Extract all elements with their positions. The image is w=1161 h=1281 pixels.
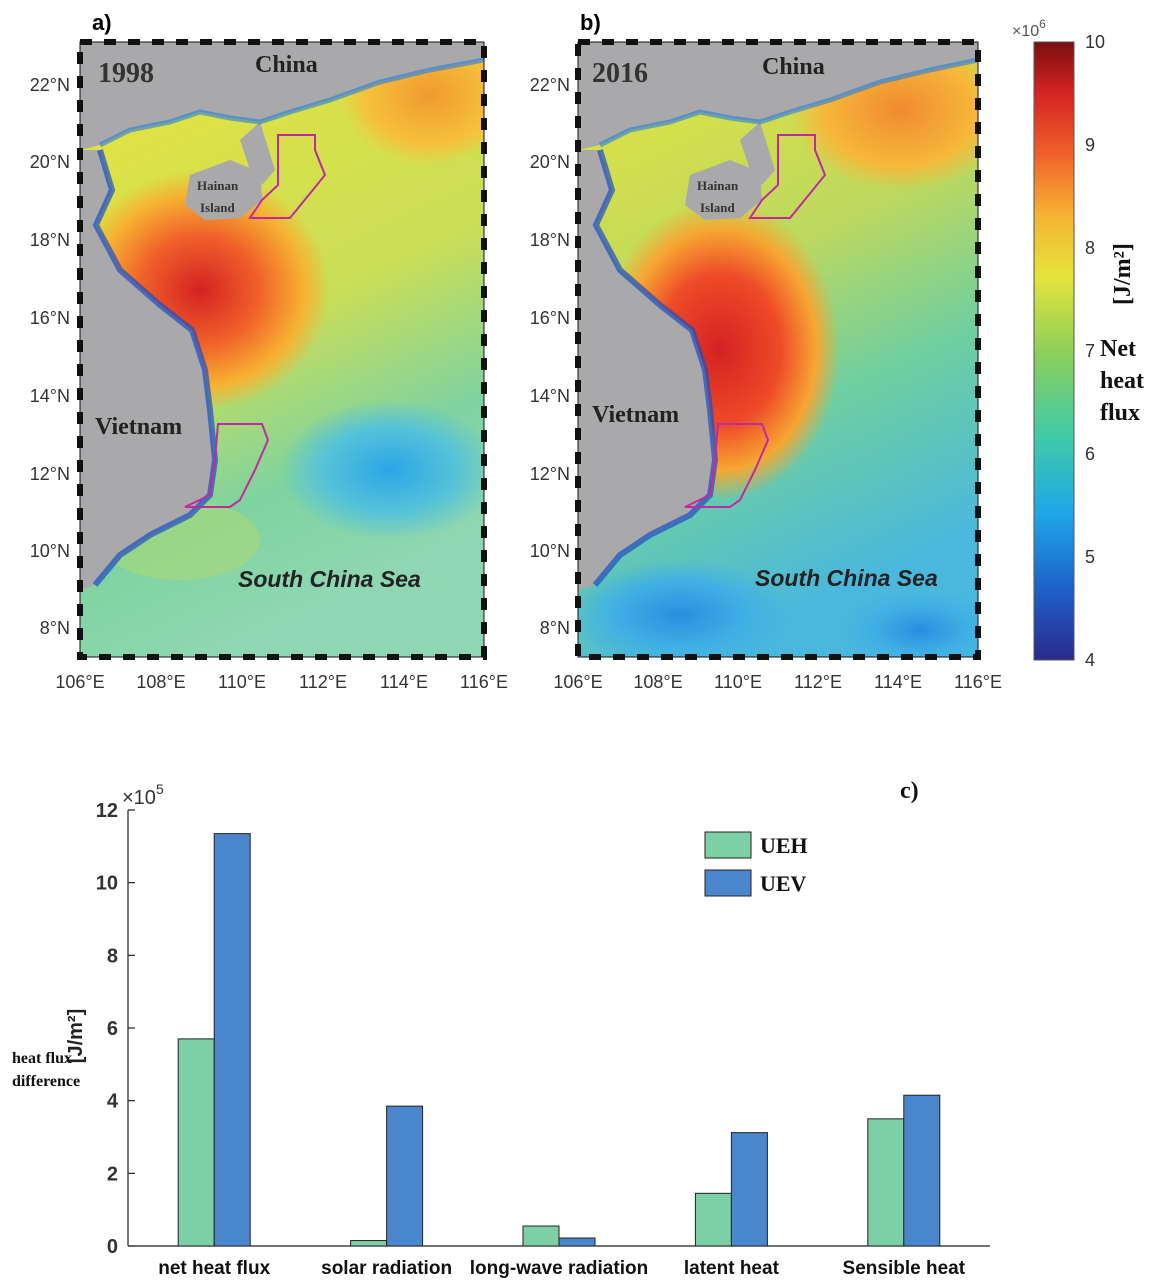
panel-a-year: 1998: [98, 58, 154, 89]
lon-tick: 106°E: [553, 672, 602, 692]
map-panel-b: b) 2016 China Hainan Island Vietnam Sout…: [530, 10, 1002, 692]
colorbar-label-line3: flux: [1100, 400, 1140, 426]
y-tick-label: 8: [107, 945, 118, 967]
panel-a-hainan-line2: Island: [200, 200, 235, 215]
panel-a-hainan-line1: Hainan: [197, 178, 239, 193]
colorbar-tick: 10: [1085, 32, 1105, 52]
y-tick-label: 10: [96, 873, 118, 895]
legend-label-ueh: UEH: [760, 833, 808, 858]
y-tick-label: 0: [107, 1236, 118, 1258]
y-tick-label: 2: [107, 1163, 118, 1185]
bar-ueh-4: [867, 1118, 905, 1247]
lon-tick: 108°E: [633, 672, 682, 692]
colorbar-unit: [J/m²]: [1110, 243, 1136, 305]
lat-tick: 14°N: [530, 386, 570, 406]
colorbar-ticks: 10 9 8 7 6 5 4: [1085, 32, 1105, 670]
bar-chart-c: ×105 c) [J/m²] heat flux difference 0 2 4 6…: [12, 778, 990, 1279]
lon-tick: 112°E: [299, 672, 347, 692]
colorbar-tick: 5: [1085, 547, 1095, 567]
y-tick-label: 4: [107, 1091, 119, 1113]
y-axis-unit: [J/m²]: [65, 1009, 87, 1063]
panel-a-vietnam-label: Vietnam: [95, 414, 182, 440]
lat-tick: 8°N: [40, 618, 70, 638]
panel-b-year: 2016: [592, 58, 648, 89]
legend-swatch-uev: [704, 869, 752, 897]
lat-tick: 22°N: [530, 75, 570, 95]
lat-tick: 20°N: [530, 152, 570, 172]
panel-a-china-label: China: [255, 52, 318, 78]
panel-a-sea-label: South China Sea: [238, 566, 421, 592]
panel-b-china-label: China: [762, 54, 825, 80]
panel-b-hainan-line1: Hainan: [697, 178, 739, 193]
lat-tick: 8°N: [540, 618, 570, 638]
lon-tick: 114°E: [874, 672, 922, 692]
lon-tick: 110°E: [218, 672, 266, 692]
colorbar-gradient: [1033, 41, 1075, 661]
lon-tick: 112°E: [794, 672, 842, 692]
lat-tick: 10°N: [30, 541, 70, 561]
x-category-label: net heat flux: [158, 1258, 270, 1279]
panel-b-lat-axis: 22°N 20°N 18°N 16°N 14°N 12°N 10°N 8°N: [530, 75, 570, 638]
x-category-label: latent heat: [684, 1258, 780, 1279]
lat-tick: 20°N: [30, 152, 70, 172]
panel-b-label: b): [580, 10, 601, 35]
bar-ueh-1: [350, 1240, 388, 1247]
legend-swatch-ueh: [704, 831, 752, 859]
colorbar-label-line2: heat: [1100, 368, 1144, 394]
lat-tick: 22°N: [30, 75, 70, 95]
bar-ueh-2: [522, 1225, 560, 1247]
lat-tick: 12°N: [530, 464, 570, 484]
panel-a-lon-axis: 106°E 108°E 110°E 112°E 114°E 116°E: [55, 672, 508, 692]
lat-tick: 18°N: [30, 230, 70, 250]
colorbar-tick: 8: [1085, 238, 1095, 258]
bar-uev-3: [730, 1132, 768, 1247]
colorbar-tick: 6: [1085, 444, 1095, 464]
bar-uev-4: [903, 1094, 941, 1247]
lat-tick: 16°N: [30, 308, 70, 328]
lon-tick: 114°E: [380, 672, 428, 692]
y-axis-label-line2: difference: [12, 1073, 80, 1090]
x-category-label: long-wave radiation: [470, 1258, 648, 1279]
chart-multiplier: ×105: [122, 781, 164, 809]
panel-b-lon-axis: 106°E 108°E 110°E 112°E 114°E 116°E: [553, 672, 1002, 692]
panel-b-hainan-line2: Island: [700, 200, 735, 215]
legend-label-uev: UEV: [760, 871, 807, 896]
colorbar-label-line1: Net: [1100, 336, 1136, 362]
lon-tick: 106°E: [55, 672, 104, 692]
x-category-label: Sensible heat: [843, 1258, 966, 1279]
panel-a-lat-axis: 22°N 20°N 18°N 16°N 14°N 12°N 10°N 8°N: [30, 75, 70, 638]
lat-tick: 10°N: [530, 541, 570, 561]
colorbar-tick: 4: [1085, 650, 1095, 670]
colorbar-tick: 9: [1085, 135, 1095, 155]
bar-uev-0: [213, 833, 251, 1247]
bar-uev-1: [386, 1105, 424, 1247]
x-category-label: solar radiation: [321, 1258, 452, 1279]
bar-ueh-3: [694, 1192, 732, 1247]
lon-tick: 110°E: [714, 672, 762, 692]
map-panel-a: a) 1998 China Hainan Island Vietnam Sout…: [30, 10, 508, 692]
panel-b-sea-label: South China Sea: [755, 565, 938, 591]
y-tick-label: 12: [96, 800, 118, 822]
lat-tick: 18°N: [530, 230, 570, 250]
bar-uev-2: [558, 1237, 596, 1247]
chart-panel-label: c): [900, 778, 919, 804]
panel-b-vietnam-label: Vietnam: [592, 402, 679, 428]
lon-tick: 116°E: [954, 672, 1002, 692]
bar-ueh-0: [177, 1038, 215, 1247]
lat-tick: 12°N: [30, 464, 70, 484]
lon-tick: 116°E: [460, 672, 508, 692]
y-tick-label: 6: [107, 1018, 118, 1040]
lat-tick: 16°N: [530, 308, 570, 328]
colorbar-multiplier: ×106: [1012, 17, 1046, 40]
colorbar-tick: 7: [1085, 341, 1095, 361]
lat-tick: 14°N: [30, 386, 70, 406]
chart-legend: UEH UEV: [704, 831, 808, 897]
colorbar: ×106 10 9 8 7 6 5 4 [J/m²] Net heat flux: [1012, 17, 1144, 670]
panel-a-label: a): [92, 10, 112, 35]
y-axis-label-line1: heat flux: [12, 1050, 72, 1067]
lon-tick: 108°E: [136, 672, 185, 692]
